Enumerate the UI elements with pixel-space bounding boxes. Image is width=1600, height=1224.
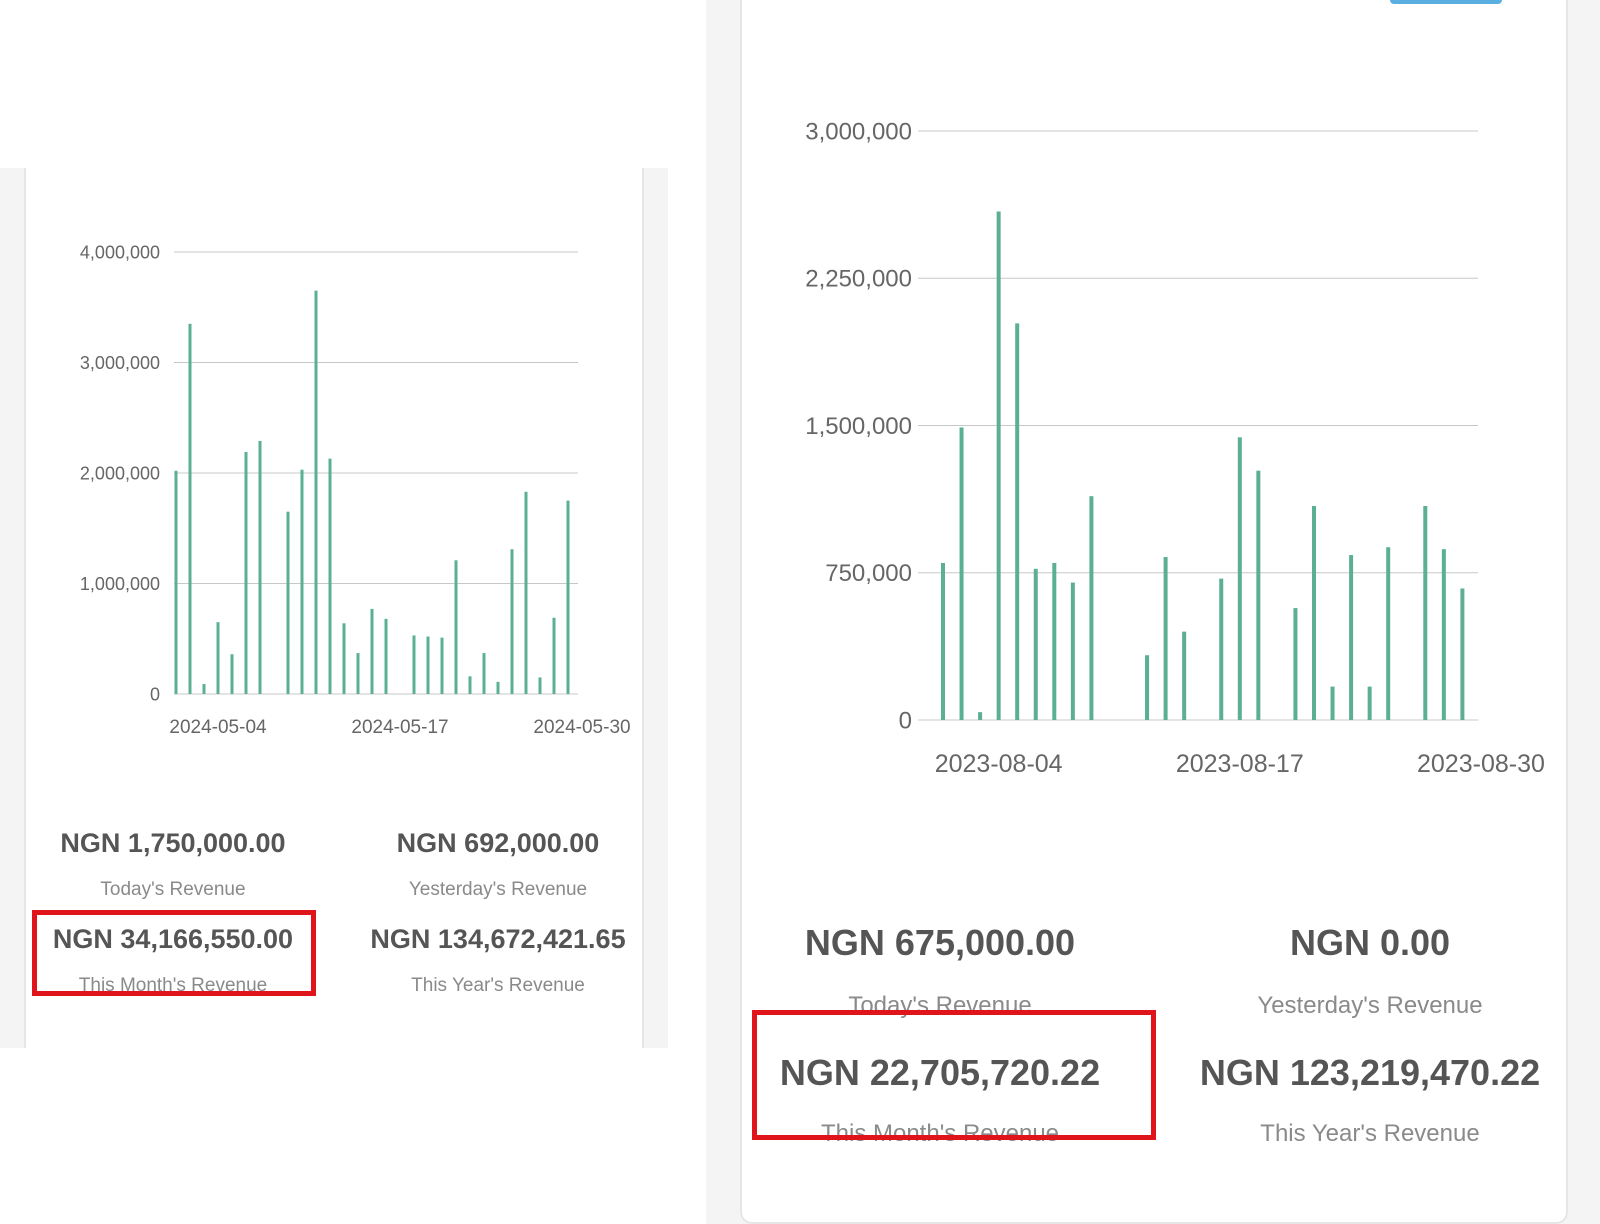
stat-amount: NGN 0.00 (1289, 922, 1451, 963)
bar (300, 469, 304, 694)
bar (440, 637, 444, 694)
bar (188, 323, 192, 694)
bar (314, 290, 318, 694)
stat-amount: NGN 123,219,470.22 (1199, 1052, 1541, 1093)
bar (230, 654, 234, 694)
stat-label: This Month's Revenue (78, 975, 268, 996)
bar (496, 681, 500, 694)
right-revenue-chart: 0 750,000 1,500,000 2,250,000 3,000,000 2023-… (805, 118, 1545, 778)
bar (1163, 557, 1168, 720)
bar (384, 618, 388, 694)
bar (978, 712, 983, 720)
stat-label: This Month's Revenue (820, 1120, 1060, 1147)
right-year-revenue: NGN 123,219,470.22 This Year's Revenue (1175, 1052, 1565, 1148)
stat-amount: NGN 675,000.00 (804, 922, 1076, 963)
bar (370, 608, 374, 694)
stat-amount: NGN 34,166,550.00 (52, 924, 294, 954)
stat-amount: NGN 134,672,421.65 (370, 924, 626, 954)
y-tick-label: 2,250,000 (805, 266, 912, 293)
x-tick-label: 2023-08-30 (1417, 750, 1545, 778)
bar (959, 427, 964, 720)
x-tick-label: 2024-05-04 (169, 717, 267, 738)
left-month-revenue: NGN 34,166,550.00 This Month's Revenue (30, 924, 316, 997)
y-tick-label: 0 (899, 707, 912, 734)
bar (258, 440, 262, 694)
bar (510, 549, 514, 694)
bar (1089, 496, 1094, 720)
bar (524, 491, 528, 694)
bar (426, 636, 430, 694)
bar (244, 452, 248, 694)
bar (1349, 555, 1354, 720)
x-tick-label: 2024-05-17 (351, 717, 448, 738)
bar (1330, 686, 1335, 720)
left-yesterday-revenue: NGN 692,000.00 Yesterday's Revenue (350, 828, 646, 901)
bar (1015, 323, 1020, 720)
bar (566, 500, 570, 694)
bar (1033, 568, 1038, 720)
right-month-highlight-box (752, 1010, 1156, 1140)
right-yesterday-revenue: NGN 0.00 Yesterday's Revenue (1175, 922, 1565, 1020)
bar (1237, 437, 1242, 720)
y-tick-label: 2,000,000 (80, 463, 160, 483)
bar (1367, 686, 1372, 720)
stat-amount: NGN 692,000.00 (396, 828, 600, 858)
bar (1423, 505, 1428, 720)
left-right-background-strip (644, 168, 668, 1048)
bar (1219, 578, 1224, 720)
bar (412, 635, 416, 694)
bar (356, 653, 360, 694)
y-tick-label: 1,000,000 (80, 574, 160, 594)
bar (941, 562, 945, 720)
y-tick-label: 3,000,000 (805, 118, 912, 145)
x-tick-label: 2023-08-04 (935, 750, 1063, 778)
right-today-revenue: NGN 675,000.00 Today's Revenue (745, 922, 1135, 1020)
bar (1441, 549, 1446, 720)
bar (342, 623, 346, 694)
bar (1052, 562, 1057, 720)
bar (328, 458, 332, 694)
y-tick-label: 0 (150, 684, 160, 704)
stat-label: This Year's Revenue (411, 975, 585, 996)
bar (1386, 547, 1391, 720)
stat-label: Yesterday's Revenue (1257, 992, 1483, 1019)
x-tick-label: 2023-08-17 (1176, 750, 1304, 778)
bar (1460, 588, 1465, 720)
stat-label: Yesterday's Revenue (408, 879, 588, 900)
stat-label: Today's Revenue (100, 879, 246, 900)
y-tick-label: 1,500,000 (805, 413, 912, 440)
left-year-revenue: NGN 134,672,421.65 This Year's Revenue (350, 924, 646, 997)
y-tick-label: 3,000,000 (80, 353, 160, 373)
left-background-strip (0, 168, 24, 1048)
bar (552, 617, 556, 694)
stat-amount: NGN 1,750,000.00 (60, 828, 286, 858)
bar (286, 511, 290, 694)
bar (1182, 631, 1187, 720)
bar (202, 684, 206, 694)
left-revenue-chart: 0 1,000,000 2,000,000 3,000,000 4,000,000 202… (80, 242, 631, 738)
bar (1312, 505, 1316, 720)
bar (1256, 470, 1261, 720)
bar (174, 470, 178, 694)
left-today-revenue: NGN 1,750,000.00 Today's Revenue (30, 828, 316, 901)
bar (1293, 608, 1298, 720)
bar (1145, 655, 1150, 720)
left-month-highlight-box (32, 910, 316, 996)
bar (1070, 582, 1075, 720)
right-month-revenue: NGN 22,705,720.22 This Month's Revenue (745, 1052, 1135, 1148)
x-tick-label: 2024-05-30 (533, 717, 630, 738)
right-tab-indicator[interactable] (1390, 0, 1502, 4)
left-revenue-card (24, 168, 644, 1048)
bar (538, 677, 542, 694)
stat-amount: NGN 22,705,720.22 (779, 1052, 1101, 1093)
y-tick-label: 750,000 (825, 560, 912, 587)
y-tick-label: 4,000,000 (80, 242, 160, 262)
bar (482, 653, 486, 694)
bar (468, 676, 472, 694)
bar (996, 211, 1001, 720)
bar (216, 622, 220, 694)
bar (454, 560, 458, 694)
stat-label: This Year's Revenue (1260, 1120, 1480, 1147)
